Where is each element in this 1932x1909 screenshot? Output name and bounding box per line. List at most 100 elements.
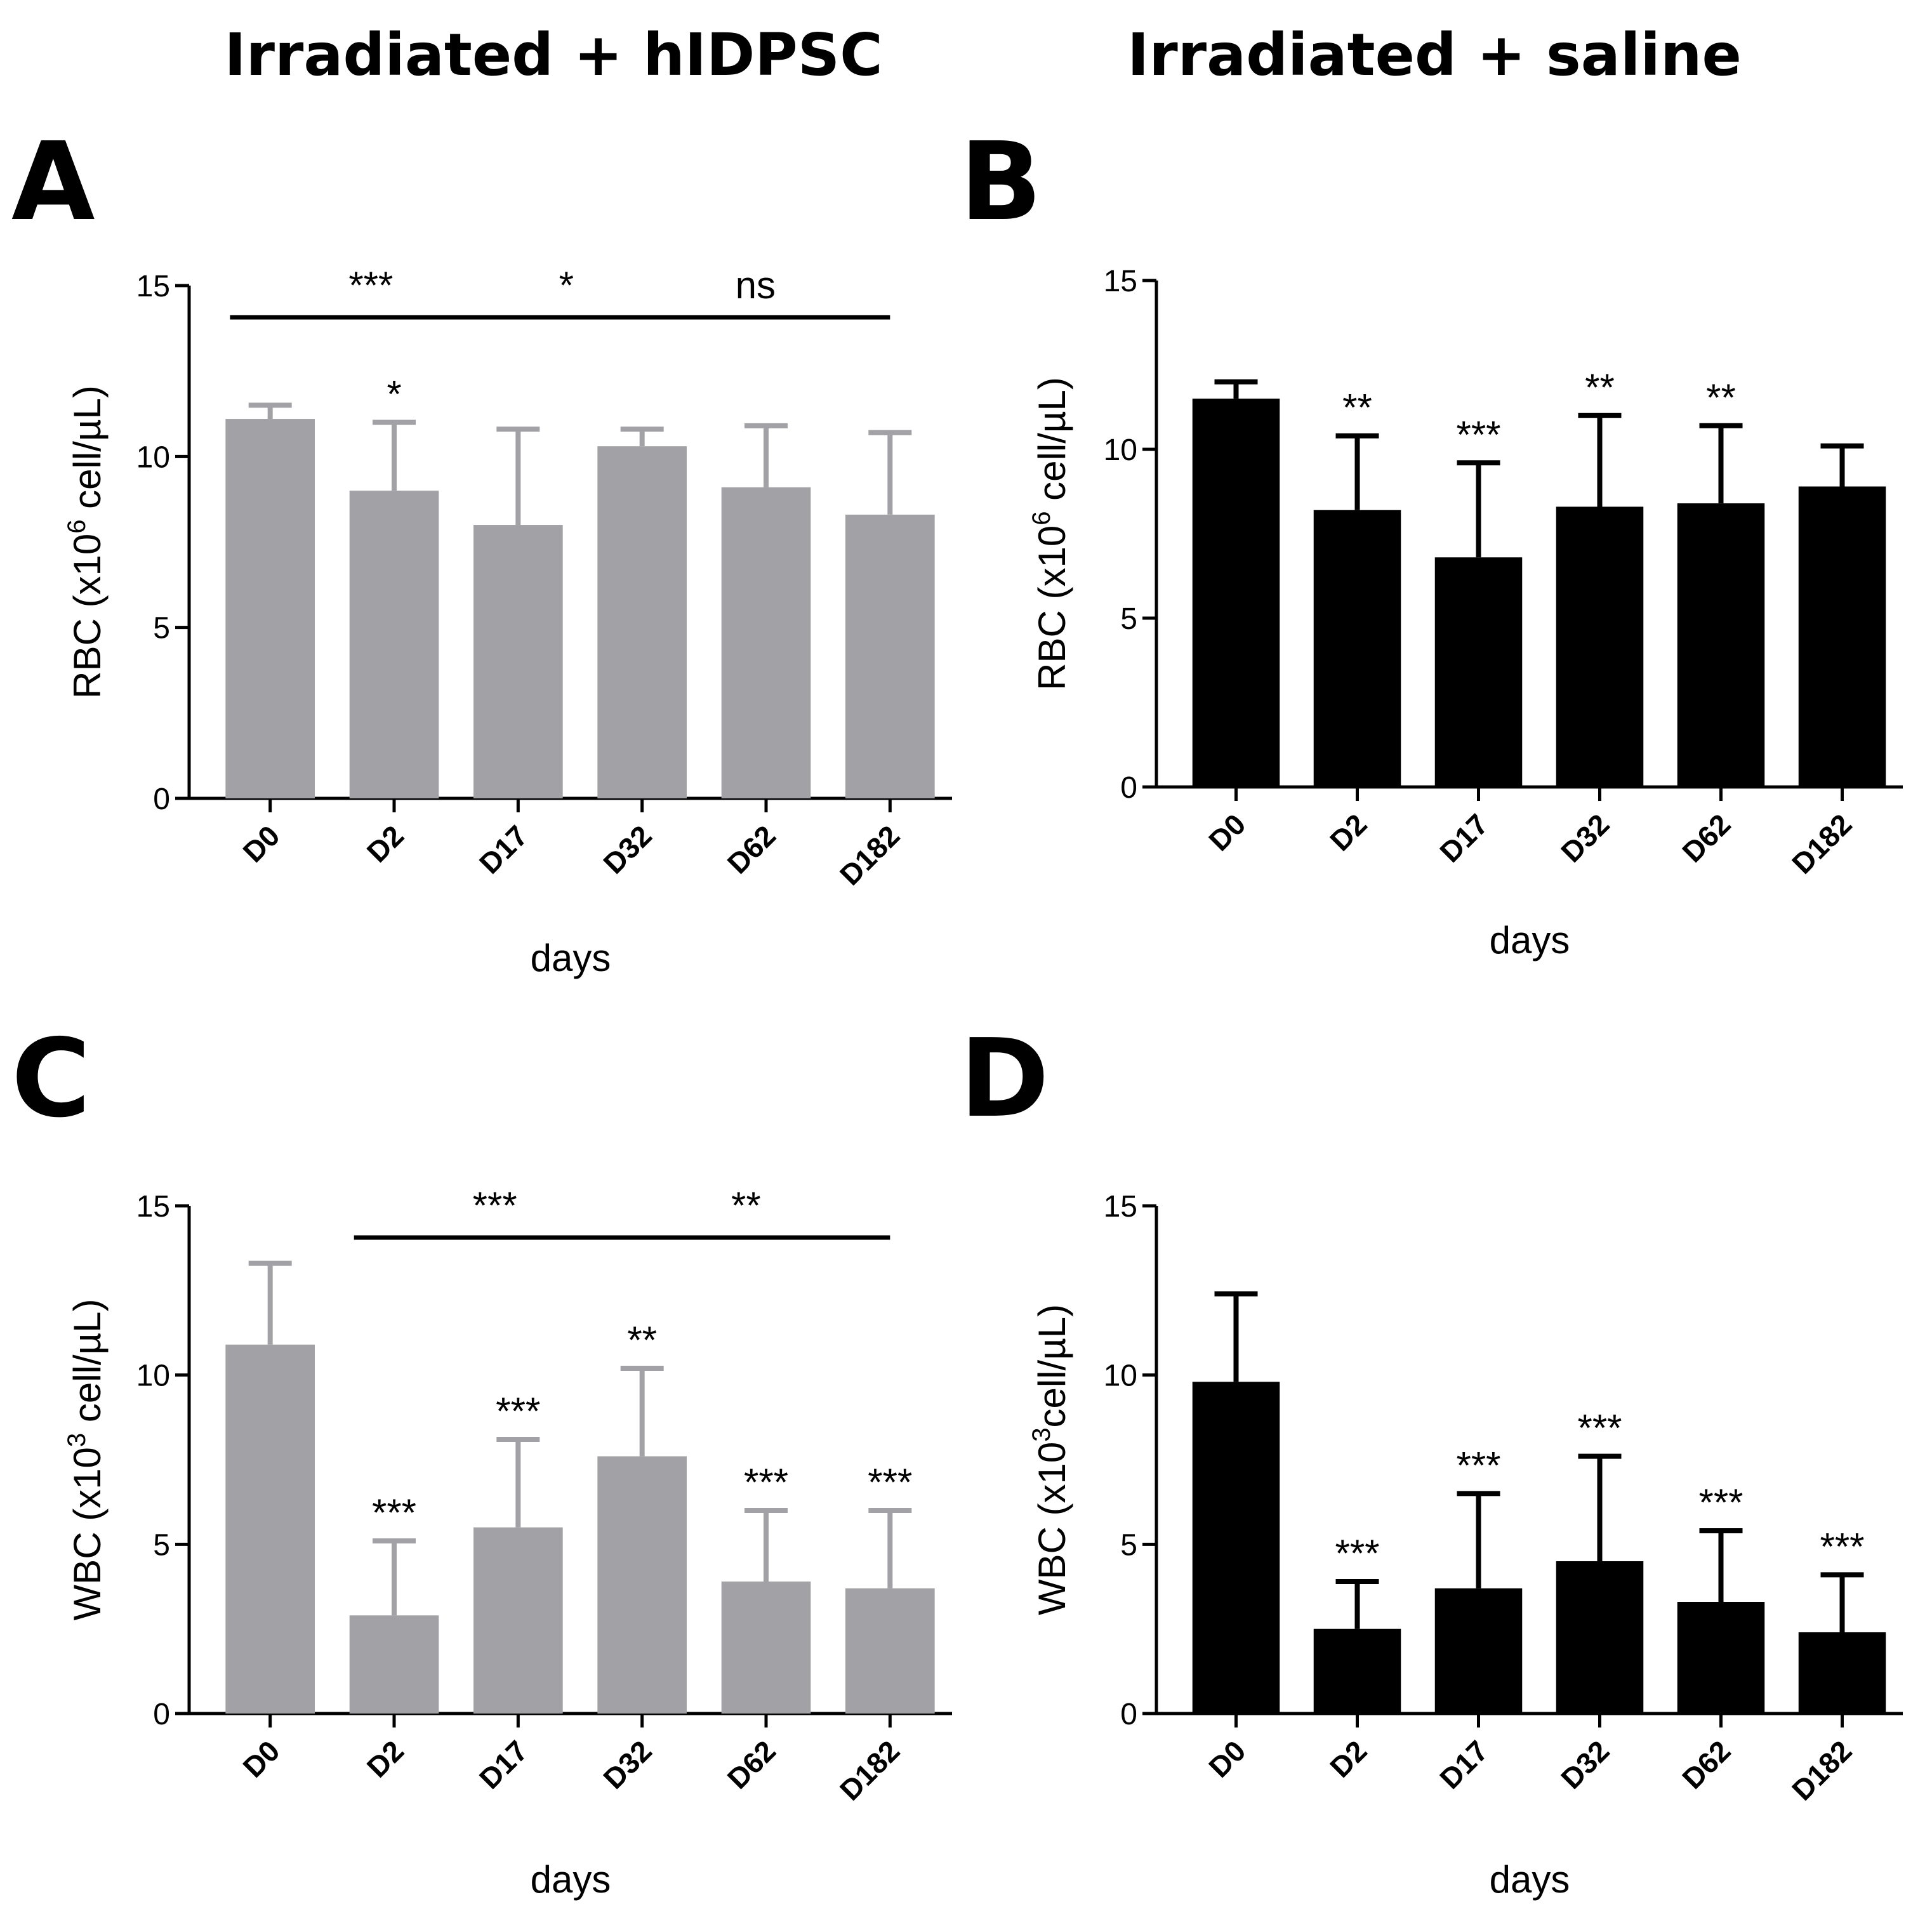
panel-letter: B [960, 119, 1042, 245]
significance-label: *** [372, 1491, 416, 1534]
significance-label: *** [1577, 1407, 1622, 1450]
y-tick-label: 0 [1120, 771, 1137, 805]
significance-label: *** [1456, 1444, 1500, 1486]
bar-d62 [1677, 1602, 1765, 1714]
bar-d62 [721, 487, 811, 798]
x-tick-label: D182 [833, 1734, 906, 1807]
significance-label: *** [1335, 1532, 1379, 1575]
y-tick-label: 0 [153, 783, 170, 816]
x-tick-label: D62 [721, 1734, 782, 1795]
y-tick-label: 5 [1120, 602, 1137, 636]
x-axis-label: days [1490, 1858, 1570, 1901]
y-axis-label: WBC (x103cell/µL) [1028, 1304, 1073, 1615]
y-tick-label: 15 [1104, 1190, 1137, 1224]
x-tick-label: D0 [1202, 1734, 1252, 1783]
significance-label: ** [1706, 376, 1736, 419]
bracket-label: * [559, 264, 574, 307]
bar-d32 [1556, 506, 1644, 787]
x-tick-label: D182 [1785, 1734, 1858, 1807]
x-tick-label: D0 [236, 819, 286, 868]
bar-d182 [1798, 1632, 1886, 1714]
chart-panel-b: B 0 5 10 15 D0 D2 ** D17 *** D32 ** D62 ** D182 days RBC… [960, 119, 1903, 961]
column-title-right: Irradiated + saline [1127, 21, 1742, 89]
x-tick-label: D17 [473, 819, 534, 880]
bracket-label: *** [348, 264, 393, 307]
y-tick-label: 15 [136, 270, 170, 303]
y-tick-label: 5 [153, 1528, 170, 1562]
y-tick-label: 5 [1120, 1528, 1137, 1562]
y-axis-label: RBC (x106 cell/µL) [63, 385, 109, 699]
x-tick-label: D17 [1433, 1734, 1494, 1795]
y-tick-label: 0 [153, 1698, 170, 1731]
y-tick-label: 10 [136, 1359, 170, 1393]
y-tick-label: 15 [1104, 265, 1137, 298]
significance-label: *** [1820, 1525, 1864, 1568]
y-tick-label: 10 [1104, 1359, 1137, 1393]
x-tick-label: D62 [1676, 807, 1737, 868]
panel-letter: D [960, 1016, 1049, 1142]
significance-label: *** [868, 1461, 912, 1503]
x-tick-label: D2 [1323, 1734, 1373, 1783]
x-tick-label: D17 [1433, 807, 1494, 868]
bar-d17 [473, 1527, 563, 1714]
bracket-label: ns [736, 264, 776, 307]
bar-d0 [1192, 1382, 1280, 1714]
bar-d32 [597, 1456, 687, 1714]
bar-d62 [1677, 503, 1765, 787]
x-axis-label: days [531, 1858, 611, 1901]
x-tick-label: D2 [1323, 807, 1373, 857]
significance-label: ** [627, 1319, 657, 1361]
x-tick-label: D2 [361, 819, 410, 868]
bar-d182 [1798, 486, 1886, 787]
bracket-label: ** [731, 1184, 761, 1227]
y-tick-label: 10 [136, 440, 170, 474]
bar-d17 [473, 525, 563, 798]
x-axis-label: days [1490, 919, 1570, 961]
x-tick-label: D17 [473, 1734, 534, 1795]
x-tick-label: D0 [1202, 807, 1252, 857]
bar-d182 [845, 1588, 935, 1714]
x-tick-label: D32 [1554, 807, 1615, 868]
significance-label: *** [1698, 1481, 1743, 1524]
x-tick-label: D62 [721, 819, 782, 880]
column-title-left: Irradiated + hIDPSC [224, 21, 882, 89]
bar-d32 [597, 446, 687, 798]
x-tick-label: D2 [361, 1734, 410, 1783]
bar-d2 [1313, 510, 1401, 787]
panel-letter: A [11, 119, 95, 245]
bracket-label: *** [473, 1184, 517, 1227]
bar-d0 [225, 419, 315, 798]
x-tick-label: D32 [597, 819, 658, 880]
significance-label: *** [1456, 413, 1500, 456]
y-axis-label: RBC (x106 cell/µL) [1028, 377, 1073, 690]
bar-d62 [721, 1582, 811, 1714]
bar-d182 [845, 514, 935, 798]
x-tick-label: D32 [1554, 1734, 1615, 1795]
y-tick-label: 5 [153, 612, 170, 645]
significance-label: ** [1585, 366, 1615, 409]
x-tick-label: D182 [833, 819, 906, 892]
bar-d32 [1556, 1561, 1644, 1714]
y-axis-label: WBC (x103 cell/µL) [63, 1299, 109, 1621]
y-tick-label: 10 [1104, 433, 1137, 467]
x-axis-label: days [531, 937, 611, 979]
x-tick-label: D182 [1785, 807, 1858, 880]
significance-label: *** [496, 1390, 540, 1432]
bar-d17 [1434, 1588, 1523, 1714]
bar-d0 [1192, 399, 1280, 787]
bar-d0 [225, 1344, 315, 1714]
y-tick-label: 15 [136, 1190, 170, 1224]
bar-d2 [1313, 1628, 1401, 1714]
y-tick-label: 0 [1120, 1698, 1137, 1731]
significance-label: * [387, 373, 401, 415]
x-tick-label: D32 [597, 1734, 658, 1795]
x-tick-label: D62 [1676, 1734, 1737, 1795]
significance-label: ** [1342, 386, 1372, 429]
bar-d17 [1434, 557, 1523, 787]
bar-d2 [349, 1615, 439, 1714]
panel-letter: C [11, 1016, 91, 1142]
